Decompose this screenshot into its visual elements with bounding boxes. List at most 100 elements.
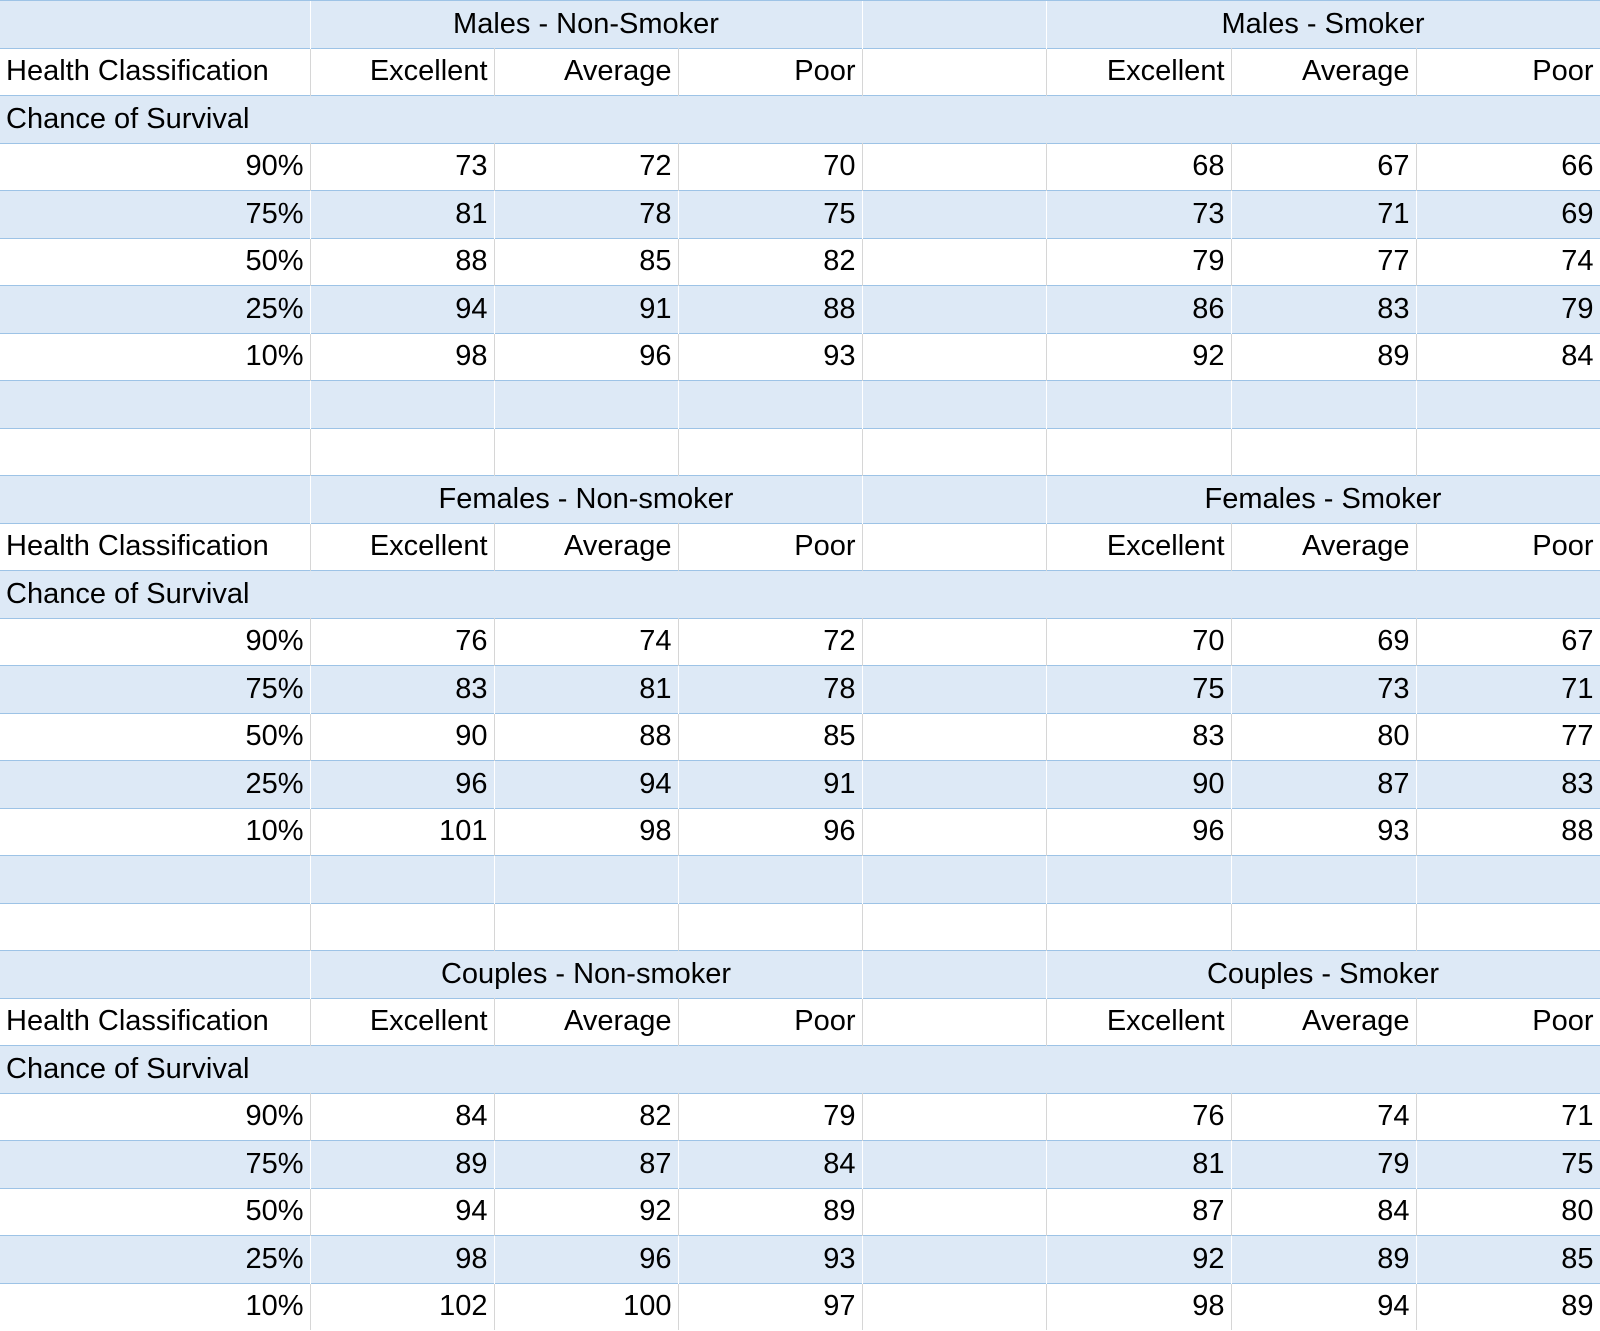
age-value: 85 (678, 712, 863, 761)
empty-cell (1231, 902, 1417, 951)
age-value: 83 (1231, 285, 1416, 333)
age-value: 68 (1046, 142, 1232, 191)
empty-cell (1046, 902, 1232, 951)
sheet-row (0, 380, 1600, 428)
column-header: Average (494, 47, 679, 96)
empty-cell (1046, 855, 1231, 903)
age-value: 72 (678, 617, 863, 666)
empty-cell (862, 807, 1047, 856)
column-header: Average (1231, 522, 1417, 571)
empty-cell (862, 332, 1047, 381)
survival-chance: 50% (0, 237, 311, 286)
age-value: 87 (1231, 760, 1416, 808)
age-value: 89 (310, 1140, 494, 1188)
row-header: Health Classification (0, 522, 311, 571)
age-value: 89 (678, 1187, 863, 1236)
age-value: 87 (1046, 1187, 1232, 1236)
age-value: 88 (678, 285, 862, 333)
age-value: 87 (494, 1140, 678, 1188)
survival-chance: 90% (0, 1092, 311, 1141)
empty-cell (0, 427, 311, 476)
empty-cell (310, 380, 494, 428)
column-header: Poor (1416, 997, 1600, 1046)
age-value: 69 (1231, 617, 1417, 666)
column-header: Poor (678, 522, 863, 571)
survival-chance: 75% (0, 665, 310, 713)
sheet-row: 75% 81 78 75 73 71 69 (0, 190, 1600, 238)
sheet-row: Health Classification Excellent Average Poo… (0, 997, 1600, 1046)
survival-chance: 25% (0, 1235, 310, 1283)
age-value: 93 (678, 1235, 862, 1283)
sheet-row: 75% 89 87 84 81 79 75 (0, 1140, 1600, 1188)
empty-cell (494, 380, 678, 428)
sheet-row: 25% 96 94 91 90 87 83 (0, 760, 1600, 808)
empty-cell (0, 0, 310, 48)
age-value: 86 (1046, 285, 1231, 333)
age-value: 67 (1416, 617, 1600, 666)
empty-cell (862, 380, 1046, 428)
age-value: 94 (1231, 1282, 1417, 1330)
sheet-row: Females - Non-smoker Females - Smoker (0, 475, 1600, 523)
sheet-row: 25% 98 96 93 92 89 85 (0, 1235, 1600, 1283)
empty-cell (494, 427, 679, 476)
subheader: Chance of Survival (0, 95, 1600, 143)
empty-cell (310, 855, 494, 903)
age-value: 71 (1231, 190, 1416, 238)
age-value: 66 (1416, 142, 1600, 191)
column-header: Average (494, 997, 679, 1046)
sheet-row: Health Classification Excellent Average Poo… (0, 522, 1600, 571)
age-value: 92 (494, 1187, 679, 1236)
survival-chance: 90% (0, 142, 311, 191)
age-value: 89 (1231, 332, 1417, 381)
sheet-row (0, 902, 1600, 951)
sheet-row: 10% 98 96 93 92 89 84 (0, 332, 1600, 381)
empty-cell (862, 1140, 1046, 1188)
age-value: 98 (1046, 1282, 1232, 1330)
row-header: Health Classification (0, 997, 311, 1046)
empty-cell (0, 475, 310, 523)
empty-cell (678, 855, 862, 903)
empty-cell (0, 380, 310, 428)
sheet-row: 90% 73 72 70 68 67 66 (0, 142, 1600, 191)
sheet-row: 25% 94 91 88 86 83 79 (0, 285, 1600, 333)
age-value: 94 (494, 760, 678, 808)
subheader: Chance of Survival (0, 1045, 1600, 1093)
age-value: 79 (1231, 1140, 1416, 1188)
age-value: 78 (678, 665, 862, 713)
empty-cell (1046, 427, 1232, 476)
age-value: 80 (1231, 712, 1417, 761)
age-value: 83 (310, 665, 494, 713)
age-value: 88 (310, 237, 495, 286)
empty-cell (1416, 427, 1600, 476)
empty-cell (862, 427, 1047, 476)
sheet-row: Males - Non-Smoker Males - Smoker (0, 0, 1600, 48)
age-value: 93 (678, 332, 863, 381)
age-value: 84 (678, 1140, 862, 1188)
empty-cell (0, 950, 310, 998)
column-header: Excellent (310, 997, 495, 1046)
column-header: Excellent (1046, 522, 1232, 571)
age-value: 84 (1231, 1187, 1417, 1236)
age-value: 96 (494, 332, 679, 381)
section-title: Females - Smoker (1046, 475, 1600, 523)
age-value: 73 (310, 142, 495, 191)
survival-chance: 50% (0, 1187, 311, 1236)
age-value: 96 (310, 760, 494, 808)
section-title: Couples - Non-smoker (310, 950, 862, 998)
age-value: 85 (494, 237, 679, 286)
empty-cell (862, 617, 1047, 666)
age-value: 101 (310, 807, 495, 856)
sheet-row: Chance of Survival (0, 570, 1600, 618)
empty-cell (1046, 380, 1231, 428)
column-header: Poor (678, 47, 863, 96)
column-header: Excellent (310, 47, 495, 96)
empty-cell (862, 1092, 1047, 1141)
empty-cell (862, 475, 1046, 523)
column-header: Poor (1416, 47, 1600, 96)
age-value: 69 (1416, 190, 1600, 238)
section-title: Females - Non-smoker (310, 475, 862, 523)
section-title: Couples - Smoker (1046, 950, 1600, 998)
